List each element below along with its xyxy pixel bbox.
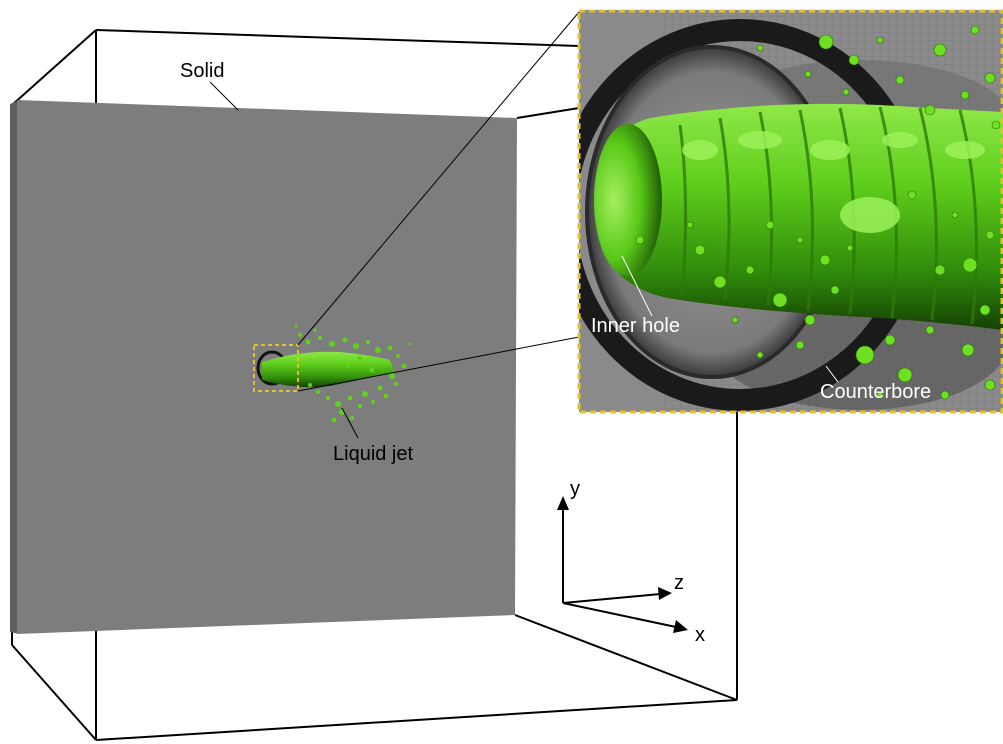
label-solid: Solid [180, 60, 224, 82]
solid-leader [209, 81, 239, 111]
label-counterbore: Counterbore [820, 381, 931, 403]
axis-y-arrowhead [557, 496, 569, 510]
axis-y-label: y [570, 478, 580, 500]
axis-x-line [562, 602, 677, 628]
zoom-region-box [253, 344, 299, 392]
inner-hole-leader [621, 255, 653, 317]
axis-triad [557, 496, 688, 633]
jet-core-large [600, 103, 1003, 330]
liquid-jet-leader [341, 407, 359, 439]
axis-z-label: z [674, 572, 684, 594]
axis-x-arrowhead [673, 620, 688, 633]
leader-lines [209, 11, 580, 439]
box-edge [516, 107, 580, 119]
jet-highlights [682, 131, 985, 233]
label-inner-hole: Inner hole [591, 315, 680, 337]
zoom-leader-bottom [297, 336, 580, 392]
box-edge [95, 699, 738, 741]
jet-spray-small [294, 324, 412, 423]
axis-z-arrowhead [658, 587, 672, 600]
inset-frame [577, 9, 1003, 414]
label-liquid-jet: Liquid jet [333, 443, 414, 465]
axis-z-line [562, 593, 661, 604]
axis-x-label: x [695, 624, 705, 646]
inset-droplets [635, 25, 1001, 400]
zoom-leader-top [297, 11, 580, 346]
box-edge [11, 29, 97, 106]
box-edge [514, 614, 738, 701]
box-edge [95, 29, 580, 47]
box-edge [11, 644, 97, 741]
jet-nose [594, 124, 662, 276]
counterbore-leader [825, 365, 839, 383]
zoom-inset [577, 9, 1003, 414]
